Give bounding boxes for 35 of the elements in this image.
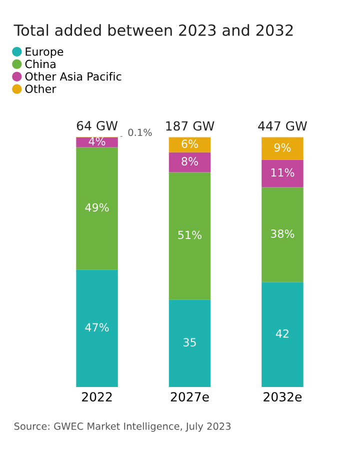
- legend-label: China: [25, 60, 56, 68]
- bar: [76, 270, 118, 387]
- data-label: 35: [184, 338, 196, 347]
- data-label: 42: [276, 329, 288, 338]
- data-label: 38%: [270, 229, 294, 238]
- bar: [262, 160, 304, 188]
- data-label: 51%: [178, 230, 202, 240]
- bar: [168, 172, 211, 300]
- legend-label: Other Asia Pacific: [25, 72, 122, 81]
- bar: [76, 137, 118, 148]
- source-note: Source: GWEC Market Intelligence, July 2023: [14, 422, 231, 432]
- annotation: 64 GW: [76, 120, 118, 130]
- bar: [168, 152, 211, 172]
- x-tick-label: 2022: [82, 392, 112, 402]
- data-label: 6%: [182, 140, 198, 148]
- annotation: 187 GW: [166, 121, 214, 131]
- bar: [262, 137, 304, 160]
- bar: [168, 137, 211, 152]
- data-label: 11%: [271, 168, 294, 177]
- data-label: 4%: [88, 137, 106, 146]
- chart-title: Total added between 2023 and 2032: [14, 24, 293, 36]
- bar: [168, 300, 211, 387]
- bar: [76, 147, 118, 270]
- data-label: 47%: [85, 323, 109, 332]
- x-tick-label: 2032e: [264, 392, 302, 402]
- x-tick-label: 2027e: [170, 392, 209, 402]
- bar: [262, 282, 304, 387]
- annotation: 447 GW: [258, 121, 307, 131]
- data-label: 49%: [85, 203, 109, 212]
- data-label: 0.1%: [128, 128, 152, 136]
- bar: [262, 187, 304, 282]
- data-label: 9%: [274, 143, 291, 152]
- legend-label: Other: [25, 84, 56, 94]
- legend-label: Europe: [26, 48, 64, 58]
- data-label: 8%: [182, 157, 198, 166]
